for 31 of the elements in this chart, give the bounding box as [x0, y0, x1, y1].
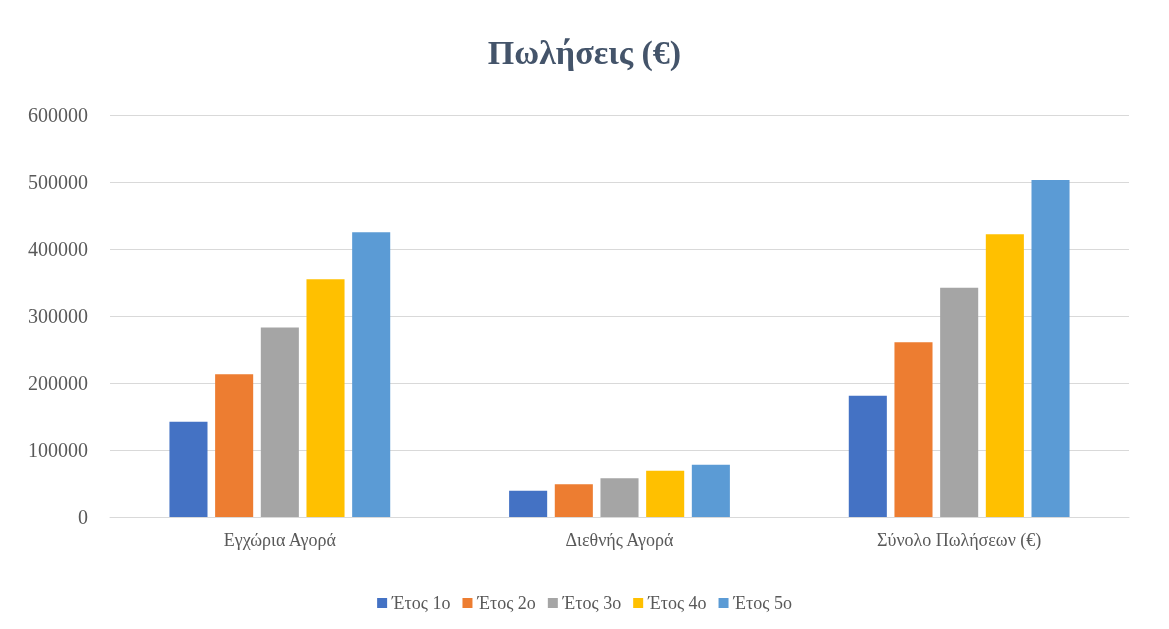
- legend-label: Έτος 4ο: [647, 593, 707, 613]
- bar: [894, 342, 933, 517]
- y-tick-label: 400000: [28, 238, 88, 260]
- bar: [646, 470, 685, 517]
- x-tick-label: Διεθνής Αγορά: [565, 530, 675, 550]
- y-tick-label: 500000: [28, 171, 88, 193]
- legend-label: Έτος 3ο: [561, 593, 622, 613]
- x-tick-label: Εγχώρια Αγορά: [223, 530, 337, 550]
- bar: [848, 395, 887, 517]
- y-tick-label: 200000: [28, 372, 88, 394]
- legend-label: Έτος 5ο: [732, 593, 792, 613]
- bar: [940, 287, 979, 517]
- y-tick-label: 100000: [28, 439, 88, 461]
- bar: [169, 421, 208, 517]
- bar: [1031, 179, 1070, 517]
- bar: [260, 327, 299, 517]
- chart-title: Πωλήσεις (€): [487, 33, 682, 72]
- legend-label: Έτος 2ο: [476, 593, 536, 613]
- x-tick-label: Σύνολο Πωλήσεων (€): [877, 530, 1042, 551]
- y-tick-label: 0: [78, 506, 88, 528]
- bar: [352, 232, 391, 517]
- bar: [509, 490, 548, 517]
- legend-label: Έτος 1ο: [391, 593, 451, 613]
- y-tick-label: 300000: [28, 305, 88, 327]
- y-tick-label: 600000: [28, 104, 88, 126]
- bar: [215, 374, 254, 517]
- bar: [600, 478, 639, 517]
- bar: [306, 279, 345, 517]
- bar: [985, 234, 1024, 517]
- bar: [554, 484, 593, 517]
- bar: [691, 464, 730, 517]
